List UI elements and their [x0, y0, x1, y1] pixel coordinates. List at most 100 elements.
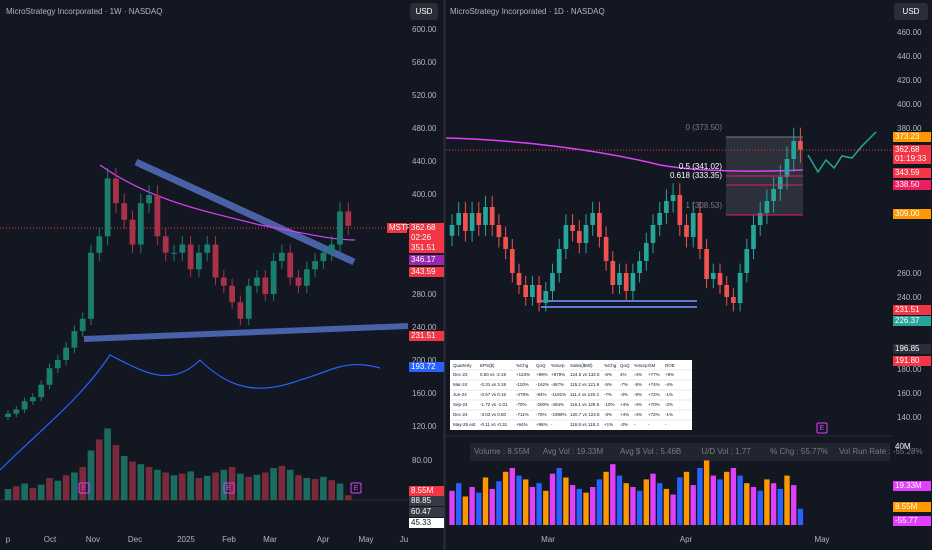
y-tick-label: 460.00: [897, 28, 922, 37]
volume-bar: [456, 483, 462, 525]
table-cell: -4%: [665, 382, 673, 387]
table-cell: -2%: [665, 402, 673, 407]
candle: [483, 207, 488, 225]
candle: [563, 225, 569, 249]
price-tag-label: 88.85: [411, 496, 432, 505]
table-cell: -494%: [551, 402, 564, 407]
candle: [603, 237, 609, 261]
earnings-marker-label: E: [227, 485, 232, 492]
volume-bar: [311, 479, 319, 500]
table-cell: 0.50 vs -2.19: [480, 372, 507, 377]
y-tick-label: 600.00: [412, 25, 437, 34]
volume-bar: [112, 445, 120, 500]
candle: [697, 213, 703, 249]
table-cell: -110%: [516, 382, 529, 387]
price-tag: [893, 442, 931, 452]
candle: [345, 211, 352, 226]
volume-bar: [677, 477, 683, 525]
price-tag-label: 40M: [895, 442, 911, 451]
volume-bar: [286, 469, 294, 500]
earnings-marker: [223, 482, 235, 494]
volume-bar: [556, 468, 562, 525]
price-tag-label: 373.23: [895, 132, 920, 141]
price-tag: [893, 154, 931, 164]
table-cell: -: [648, 422, 650, 427]
volume-bar: [516, 475, 522, 525]
currency-button[interactable]: [410, 3, 438, 20]
price-tag: [409, 223, 444, 233]
volume-bar: [569, 485, 576, 525]
candle: [54, 360, 61, 369]
table-cell: -711%: [516, 412, 529, 417]
volume-bar: [328, 480, 336, 500]
table-cell: +72%: [648, 392, 660, 397]
table-header: %Chg: [604, 363, 617, 368]
volume-bar: [4, 489, 12, 500]
table-cell: -200%: [536, 402, 549, 407]
candle: [469, 213, 475, 231]
volume-bar: [643, 479, 649, 525]
currency-label: USD: [903, 7, 920, 16]
price-tag: [893, 168, 931, 178]
volume-bar: [178, 473, 186, 500]
table-cell: -1%: [665, 412, 673, 417]
candle: [104, 178, 111, 237]
volume-bar: [237, 473, 244, 500]
table-cell: +8%: [665, 372, 674, 377]
volume-bar: [449, 490, 455, 525]
trend-channel: [83, 323, 409, 342]
volume-bar: [737, 475, 743, 525]
table-cell: -7%: [620, 382, 628, 387]
volume-bar: [757, 490, 763, 525]
table-header: Quarterly: [453, 363, 472, 368]
price-tag: [893, 180, 931, 190]
price-tag: [387, 223, 407, 233]
candle: [523, 285, 529, 297]
candle: [550, 273, 555, 291]
price-tag-label: 226.37: [895, 316, 920, 325]
volume-bar: [104, 428, 111, 500]
candle: [777, 177, 783, 189]
candle: [798, 141, 803, 150]
candle: [195, 252, 202, 270]
candle: [337, 211, 343, 245]
x-tick-label: May: [814, 535, 829, 544]
volume-bar: [777, 488, 783, 525]
candle: [229, 285, 236, 303]
table-cell: -3%: [620, 422, 628, 427]
candle: [643, 243, 649, 261]
volume-bar: [195, 478, 203, 500]
price-tag: [893, 209, 931, 219]
candle: [509, 249, 515, 273]
volume-bar: [62, 475, 70, 500]
x-tick-label: 2025: [177, 535, 195, 544]
table-cell: -1191%: [551, 392, 566, 397]
price-tag: [893, 502, 931, 512]
currency-button[interactable]: [894, 3, 928, 20]
volume-bar: [583, 492, 589, 525]
x-tick-label: Mar: [263, 535, 277, 544]
candle: [71, 331, 78, 348]
volume-bar: [502, 471, 509, 525]
volume-bar: [636, 490, 643, 525]
table-cell: -3%: [620, 392, 628, 397]
volume-bar: [187, 471, 194, 500]
candle: [463, 213, 468, 231]
candle: [764, 201, 770, 213]
x-tick-label: p: [6, 535, 11, 544]
table-cell: -: [665, 422, 667, 427]
table-cell: -70%: [516, 402, 527, 407]
candle: [79, 318, 86, 332]
volume-bar: [344, 495, 352, 500]
candle: [121, 203, 128, 220]
volume-bar: [683, 471, 690, 525]
volume-bar: [770, 483, 777, 525]
volume-bar: [261, 472, 269, 500]
table-header: %Surp: [634, 363, 648, 368]
earnings-marker: [78, 482, 90, 494]
candle: [751, 225, 756, 249]
y-tick-label: 520.00: [412, 91, 437, 100]
price-tag-label: 191.80: [895, 356, 920, 365]
volume-bar: [730, 468, 737, 525]
price-tag-label: 343.59: [411, 267, 436, 276]
